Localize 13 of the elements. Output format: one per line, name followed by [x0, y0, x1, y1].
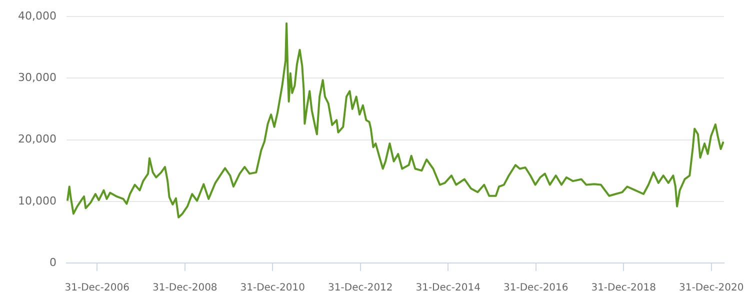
x-tick-label: 31-Dec-2012	[328, 282, 393, 294]
y-tick-label: 0	[49, 256, 56, 269]
y-tick-label: 40,000	[18, 9, 56, 22]
y-tick-label: 30,000	[18, 71, 56, 84]
x-tick-label: 31-Dec-2010	[240, 282, 305, 294]
x-tick-label: 31-Dec-2006	[64, 282, 130, 294]
x-tick-label: 31-Dec-2014	[416, 282, 480, 294]
x-tick-label: 31-Dec-2008	[152, 282, 218, 294]
y-tick-label: 20,000	[18, 132, 56, 146]
x-tick-label: 31-Dec-2016	[504, 282, 568, 294]
x-tick-label: 31-Dec-2018	[591, 282, 656, 294]
x-tick-label: 31-Dec-2020	[679, 282, 744, 294]
y-tick-label: 10,000	[18, 194, 56, 208]
